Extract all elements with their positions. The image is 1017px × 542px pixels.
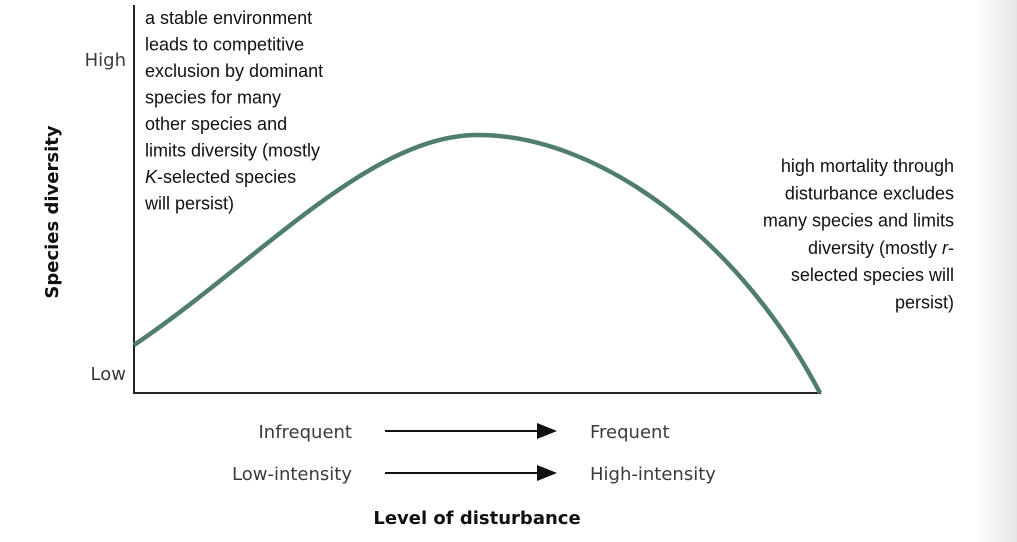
annotation-line: will persist)	[144, 194, 234, 214]
annotation-line: K-selected species	[145, 167, 296, 187]
annotation-line: selected species will	[791, 265, 954, 285]
annotation-italic: r	[942, 238, 949, 258]
annotation-text: exclusion by dominant	[145, 61, 323, 81]
annotation-text: leads to competitive	[145, 35, 304, 55]
annotation-line: disturbance excludes	[785, 183, 954, 203]
annotation-text: a stable environment	[145, 8, 312, 28]
annotation-text: -selected species	[157, 167, 296, 187]
x-row-from: Low-intensity	[232, 464, 352, 485]
annotation-text: selected species will	[791, 265, 954, 285]
x-row-from: Infrequent	[258, 422, 352, 443]
annotation-line: high mortality through	[781, 156, 954, 176]
annotation-line: many species and limits	[763, 211, 954, 231]
annotation-line: species for many	[145, 88, 281, 108]
annotation-text: persist)	[895, 293, 954, 313]
x-row-to: Frequent	[590, 422, 670, 443]
annotation-text: -	[948, 238, 954, 258]
annotation-line: persist)	[895, 293, 954, 313]
annotation-line: other species and	[145, 114, 287, 134]
annotation-text: diversity (mostly	[808, 238, 942, 258]
x-title: Level of disturbance	[373, 508, 580, 529]
annotation-text: many species and limits	[763, 211, 954, 231]
annotation-text: species for many	[145, 88, 281, 108]
annotation-line: exclusion by dominant	[145, 61, 323, 81]
annotation-line: diversity (mostly r-	[808, 238, 954, 258]
annotation-italic: K	[145, 167, 158, 187]
annotation-line: leads to competitive	[145, 35, 304, 55]
annotation-line: limits diversity (mostly	[145, 141, 320, 161]
y-title: Species diversity	[42, 125, 63, 298]
y-high-label: High	[85, 50, 126, 71]
annotation-text: limits diversity (mostly	[145, 141, 320, 161]
edge-shade	[975, 0, 1017, 542]
y-low-label: Low	[91, 364, 126, 385]
annotation-line: a stable environment	[145, 8, 312, 28]
annotation-text: other species and	[145, 114, 287, 134]
x-row-to: High-intensity	[590, 464, 716, 485]
annotation-text: disturbance excludes	[785, 183, 954, 203]
annotation-text: high mortality through	[781, 156, 954, 176]
diversity-curve	[132, 132, 822, 395]
annotation-text: will persist)	[144, 194, 234, 214]
